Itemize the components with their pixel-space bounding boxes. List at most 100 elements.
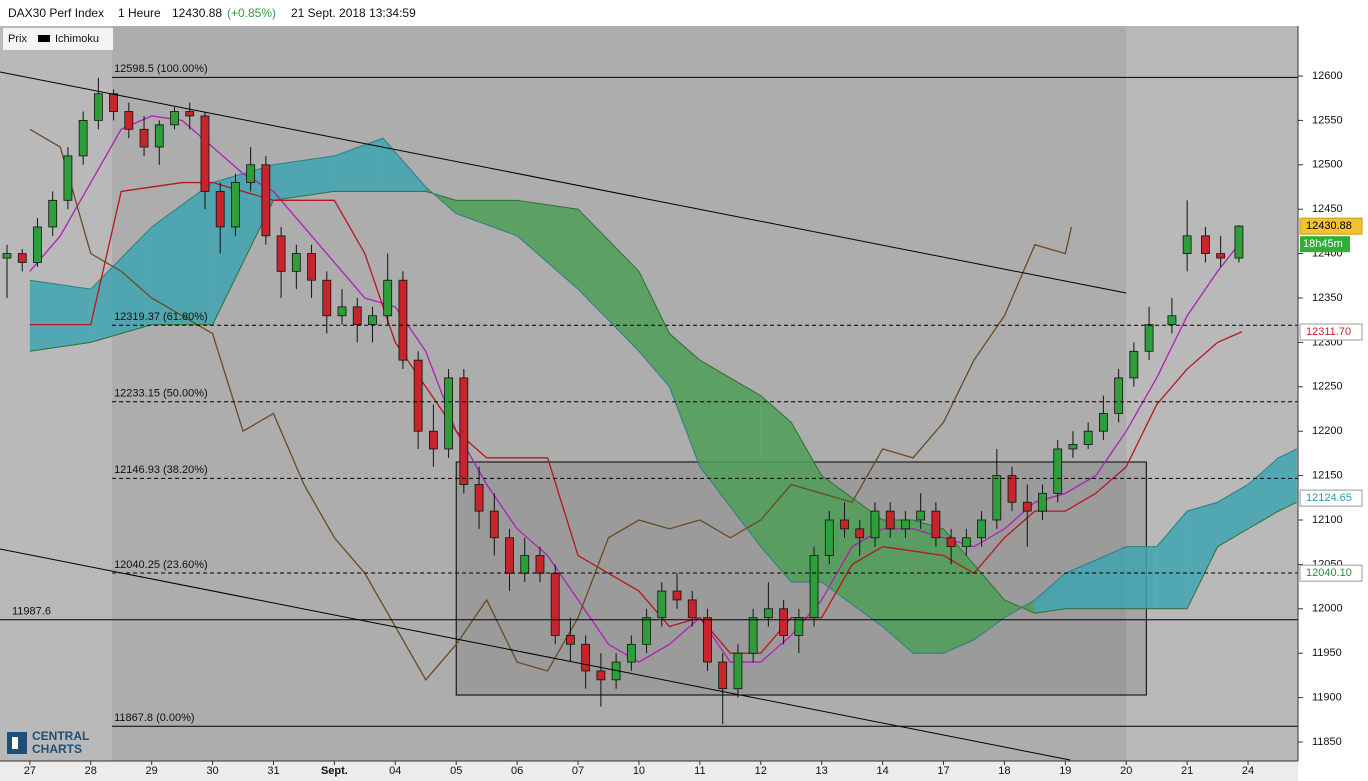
- last-price: 12430.88: [172, 6, 222, 20]
- logo-icon-mark: [12, 737, 18, 749]
- candle-body: [642, 617, 651, 645]
- y-tick-label: 11850: [1312, 736, 1342, 748]
- y-tick-label: 12100: [1312, 514, 1343, 526]
- candle-body: [185, 111, 195, 117]
- cloud-segment: [1126, 546, 1157, 609]
- x-tick-label: 12: [755, 765, 767, 777]
- trendline: [0, 71, 1127, 294]
- legend-item: Ichimoku: [55, 33, 99, 45]
- candle-body: [231, 182, 240, 228]
- candle-body: [398, 279, 408, 361]
- cloud-segment: [151, 182, 213, 325]
- candle-body: [961, 537, 971, 548]
- trendline: [0, 548, 1071, 761]
- candle-body: [1182, 235, 1192, 254]
- cloud-segment: [973, 564, 1005, 640]
- candle-body: [916, 510, 926, 521]
- candle-body: [703, 617, 712, 663]
- y-tick-label: 12600: [1312, 70, 1343, 82]
- candle-body: [520, 555, 530, 574]
- line-kijun: [29, 181, 1243, 654]
- timer: 18h45m: [1303, 238, 1343, 250]
- candle-body: [337, 306, 347, 317]
- candle-body: [931, 510, 941, 539]
- fib-label: 12319.37 (61.80%): [114, 311, 208, 323]
- x-tick-label: 18: [998, 765, 1010, 777]
- candle-body: [352, 306, 362, 326]
- cloud-segment: [1278, 448, 1297, 512]
- x-tick-label: 27: [24, 765, 36, 777]
- cloud-segment: [212, 164, 274, 325]
- candle-body: [1068, 444, 1078, 450]
- date: 21 Sept. 2018 13:34:59: [291, 6, 416, 20]
- price-tag-label: 12124.65: [1306, 492, 1352, 504]
- candle-body: [383, 279, 393, 317]
- fib-label: 11867.8 (0.00%): [114, 712, 195, 724]
- candle-body: [535, 555, 545, 574]
- candle-body: [109, 93, 118, 112]
- cloud-edge: [29, 190, 1297, 614]
- candle-body: [368, 315, 377, 326]
- candle-body: [1167, 315, 1177, 326]
- x-tick-label: 30: [206, 765, 218, 777]
- y-tick-label: 12500: [1312, 159, 1343, 171]
- cloud-segment: [29, 280, 91, 352]
- price-tag-label: 12311.70: [1306, 326, 1351, 338]
- candle-body: [505, 537, 514, 574]
- candle-body: [291, 253, 301, 272]
- candle-body: [855, 528, 865, 539]
- candle-body: [246, 164, 256, 183]
- candle-body: [63, 155, 73, 201]
- candle-body: [78, 119, 88, 157]
- cloud-segment: [821, 475, 883, 627]
- candle-body: [733, 652, 743, 690]
- candle-body: [550, 572, 560, 636]
- candle-body: [428, 430, 438, 450]
- candle-body: [1129, 350, 1139, 379]
- x-tick-label: Sept.: [321, 765, 348, 777]
- candle-body: [1114, 377, 1124, 414]
- cloud-segment: [1034, 573, 1066, 614]
- y-tick-label: 12000: [1312, 603, 1343, 615]
- timer-bg: [1300, 236, 1350, 253]
- candle-body: [901, 519, 910, 530]
- y-tick-label: 12450: [1312, 203, 1343, 215]
- candle-body: [261, 164, 271, 237]
- y-tick-label: 12550: [1312, 114, 1343, 126]
- candle-body: [444, 377, 454, 450]
- candle-body: [139, 128, 149, 148]
- y-tick-label: 12150: [1312, 470, 1343, 482]
- x-tick-label: 14: [876, 765, 888, 777]
- candle-body: [870, 510, 880, 539]
- period: 1 Heure: [118, 6, 161, 20]
- y-axis-bg: [1298, 26, 1368, 781]
- candle-body: [1038, 492, 1047, 512]
- x-tick-label: 05: [450, 765, 462, 777]
- x-tick-label: 28: [85, 765, 97, 777]
- candle-body: [1201, 235, 1210, 254]
- cloud-segment: [638, 271, 670, 387]
- legend-box: [3, 28, 113, 50]
- y-tick-label: 11900: [1312, 692, 1342, 704]
- x-tick-label: 31: [267, 765, 279, 777]
- x-tick-label: 04: [389, 765, 401, 777]
- price-tag: [1299, 217, 1363, 235]
- x-tick-label: 19: [1059, 765, 1071, 777]
- cloud-segment: [1217, 484, 1249, 547]
- cloud-segment: [273, 155, 335, 201]
- candle-body: [946, 537, 956, 548]
- cloud-segment: [334, 138, 384, 192]
- cloud-segment: [456, 200, 518, 236]
- change: (+0.85%): [227, 6, 276, 20]
- cloud-segment: [90, 226, 152, 343]
- cloud-segment: [791, 422, 822, 583]
- x-tick-label: 06: [511, 765, 523, 777]
- fib-label: 12233.15 (50.00%): [114, 388, 208, 400]
- cloud-edge: [29, 137, 1297, 654]
- price-tag-label: 12040.10: [1306, 567, 1352, 579]
- candle-body: [763, 608, 773, 619]
- candle-body: [718, 661, 728, 690]
- candle-body: [1022, 501, 1032, 512]
- candle-body: [1007, 475, 1017, 503]
- price-tag: [1299, 323, 1363, 341]
